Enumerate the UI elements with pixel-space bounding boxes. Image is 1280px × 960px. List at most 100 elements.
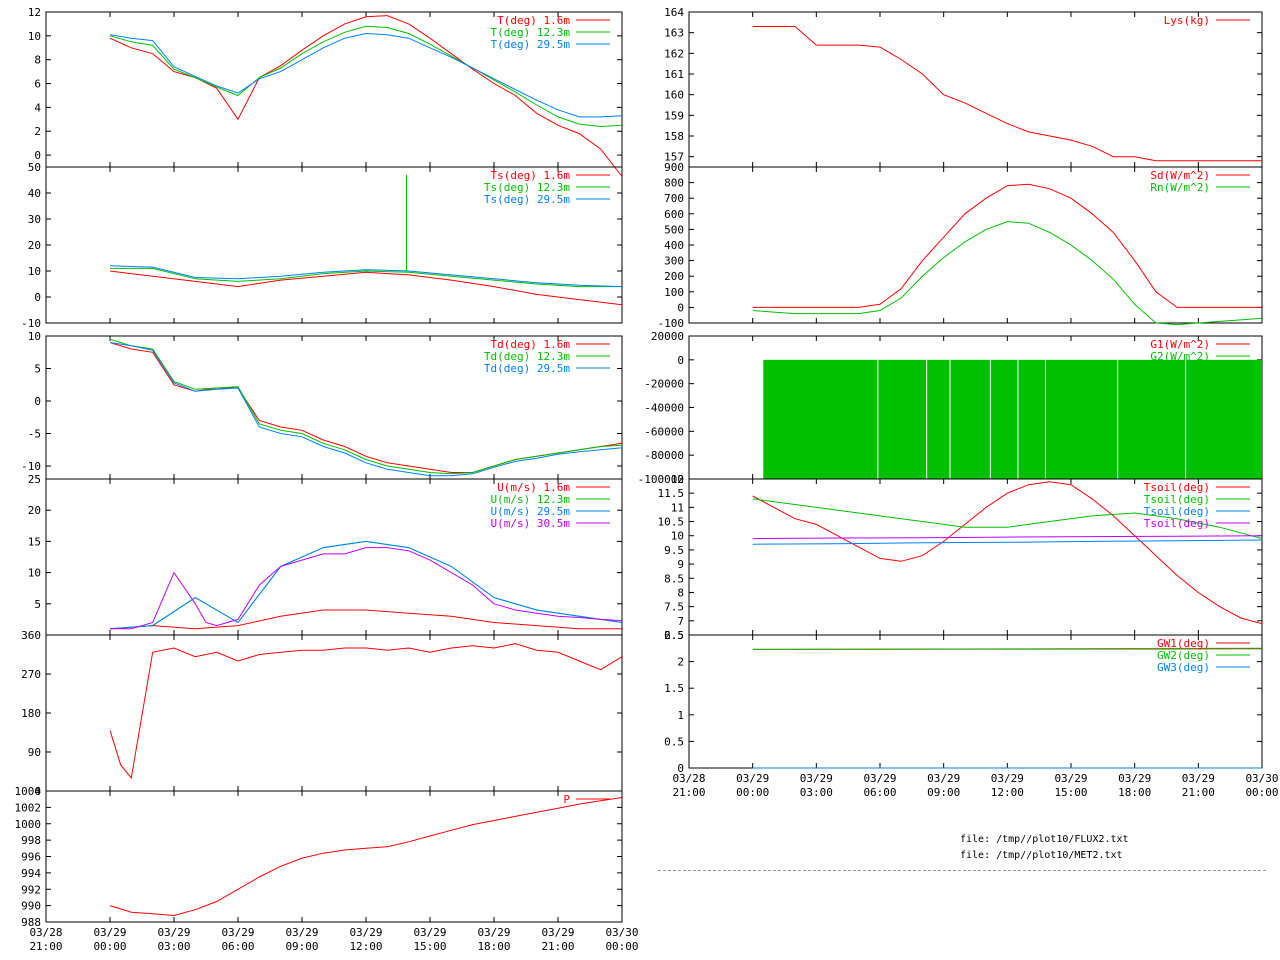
x-tick-label-time: 00:00 bbox=[93, 940, 126, 953]
legend-entry: P bbox=[563, 793, 570, 806]
x-tick-label-date: 03/29 bbox=[349, 926, 382, 939]
legend-entry: Ts(deg) 1.6m bbox=[491, 169, 571, 182]
footer-file-flux: file: /tmp//plot10/FLUX2.txt bbox=[960, 834, 1129, 845]
y-tick-label: 900 bbox=[664, 161, 684, 174]
panel-frame bbox=[45, 634, 623, 792]
legend-entry: T(deg) 29.5m bbox=[491, 38, 571, 51]
y-tick-label: 10 bbox=[671, 530, 684, 543]
x-tick-label-date: 03/28 bbox=[672, 772, 705, 785]
y-tick-label: 0 bbox=[34, 291, 41, 304]
x-tick-label-time: 18:00 bbox=[477, 940, 510, 953]
y-tick-label: 992 bbox=[21, 883, 41, 896]
series-line bbox=[109, 540, 623, 630]
x-tick-label-time: 15:00 bbox=[1054, 786, 1087, 799]
y-tick-label: -100 bbox=[658, 317, 685, 330]
y-tick-label: 988 bbox=[21, 916, 41, 929]
series-line bbox=[752, 183, 1262, 308]
y-tick-label: 0 bbox=[34, 395, 41, 408]
x-tick-label-date: 03/29 bbox=[413, 926, 446, 939]
y-tick-label: 12 bbox=[28, 6, 41, 19]
y-tick-label: 50 bbox=[28, 161, 41, 174]
y-tick-label: -60000 bbox=[644, 425, 684, 438]
y-tick-label: 10 bbox=[28, 567, 41, 580]
y-tick-label: 500 bbox=[664, 223, 684, 236]
series-line bbox=[109, 643, 623, 780]
panel-wind-speed: 25 20 15 10 5 U(m/s) 1.6mU(m/s) 12.3mU(m/s) 2… bbox=[28, 473, 623, 636]
panel-soil-temp: 1211.51110.5109.598.587.576.5Tsoil(deg)T… bbox=[658, 473, 1263, 642]
y-tick-label: 11 bbox=[671, 501, 684, 514]
y-tick-label: 6.5 bbox=[664, 629, 684, 642]
x-tick-label-time: 00:00 bbox=[605, 940, 638, 953]
y-tick-label: 270 bbox=[21, 668, 41, 681]
y-tick-label: -10 bbox=[21, 460, 41, 473]
y-tick-label: 2 bbox=[677, 656, 684, 669]
series-line bbox=[109, 265, 623, 288]
y-tick-label: 7.5 bbox=[664, 601, 684, 614]
series-line bbox=[109, 270, 623, 306]
legend-entry: G2(W/m^2) bbox=[1150, 350, 1210, 363]
y-tick-label: 990 bbox=[21, 900, 41, 913]
y-tick-label: -80000 bbox=[644, 449, 684, 462]
y-tick-label: 994 bbox=[21, 867, 41, 880]
series-line bbox=[752, 221, 1263, 326]
legend-entry: Ts(deg) 29.5m bbox=[484, 193, 570, 206]
y-tick-label: 0 bbox=[34, 785, 41, 798]
series-line bbox=[110, 267, 622, 288]
y-tick-label: 157 bbox=[664, 151, 684, 164]
legend-entry: Tsoil(deg) bbox=[1144, 505, 1210, 518]
legend-entry: U(m/s) 1.6m bbox=[497, 481, 570, 494]
legend-entry: Tsoil(deg) bbox=[1144, 493, 1210, 506]
series-line bbox=[109, 609, 622, 630]
y-tick-label: 20000 bbox=[651, 330, 684, 343]
x-tick-label-time: 12:00 bbox=[991, 786, 1024, 799]
legend-entry: G1(W/m^2) bbox=[1150, 338, 1210, 351]
y-tick-label: 4 bbox=[34, 101, 41, 114]
y-tick-label: 996 bbox=[21, 851, 41, 864]
x-tick-label-date: 03/29 bbox=[1182, 772, 1215, 785]
flux-band bbox=[763, 359, 1262, 479]
y-tick-label: 12 bbox=[671, 473, 684, 486]
panel-frame bbox=[688, 11, 1263, 168]
y-tick-label: 8 bbox=[677, 586, 684, 599]
series-line bbox=[110, 547, 623, 630]
y-tick-label: 1 bbox=[677, 709, 684, 722]
legend-entry: U(m/s) 30.5m bbox=[491, 517, 571, 530]
y-tick-label: 5 bbox=[34, 598, 41, 611]
y-tick-label: 360 bbox=[21, 629, 41, 642]
y-tick-label: 20 bbox=[28, 504, 41, 517]
panel-wind-dir: 360 270 180 90 0 bbox=[21, 629, 623, 798]
y-tick-label: -5 bbox=[28, 428, 41, 441]
y-tick-label: 10.5 bbox=[658, 516, 685, 529]
series-line bbox=[752, 498, 1263, 540]
y-tick-label: -10 bbox=[21, 317, 41, 330]
y-tick-label: 163 bbox=[664, 27, 684, 40]
x-tick-label-date: 03/29 bbox=[541, 926, 574, 939]
y-tick-label: 400 bbox=[664, 239, 684, 252]
x-tick-label-time: 03:00 bbox=[800, 786, 833, 799]
y-tick-label: 2.5 bbox=[664, 629, 684, 642]
y-tick-label: 161 bbox=[664, 68, 684, 81]
y-tick-label: 300 bbox=[664, 255, 684, 268]
panel-frame bbox=[45, 790, 623, 923]
legend-entry: Rn(W/m^2) bbox=[1150, 181, 1210, 194]
x-tick-label-time: 21:00 bbox=[29, 940, 62, 953]
x-tick-label-time: 18:00 bbox=[1118, 786, 1151, 799]
series-line bbox=[109, 797, 623, 917]
x-tick-label-time: 21:00 bbox=[541, 940, 574, 953]
legend-entry: Ts(deg) 12.3m bbox=[484, 181, 570, 194]
y-tick-label: 0 bbox=[677, 354, 684, 367]
y-tick-label: 700 bbox=[664, 192, 684, 205]
legend-entry: Lys(kg) bbox=[1164, 14, 1210, 27]
legend-entry: U(m/s) 12.3m bbox=[491, 493, 571, 506]
series-line bbox=[752, 647, 1263, 650]
series-line bbox=[752, 26, 1262, 162]
y-tick-label: 200 bbox=[664, 270, 684, 283]
x-tick-label-time: 00:00 bbox=[1245, 786, 1278, 799]
x-tick-label-time: 12:00 bbox=[349, 940, 382, 953]
x-tick-label-date: 03/29 bbox=[1054, 772, 1087, 785]
y-tick-label: 9.5 bbox=[664, 544, 684, 557]
series-line bbox=[109, 338, 623, 475]
y-tick-label: 90 bbox=[28, 746, 41, 759]
